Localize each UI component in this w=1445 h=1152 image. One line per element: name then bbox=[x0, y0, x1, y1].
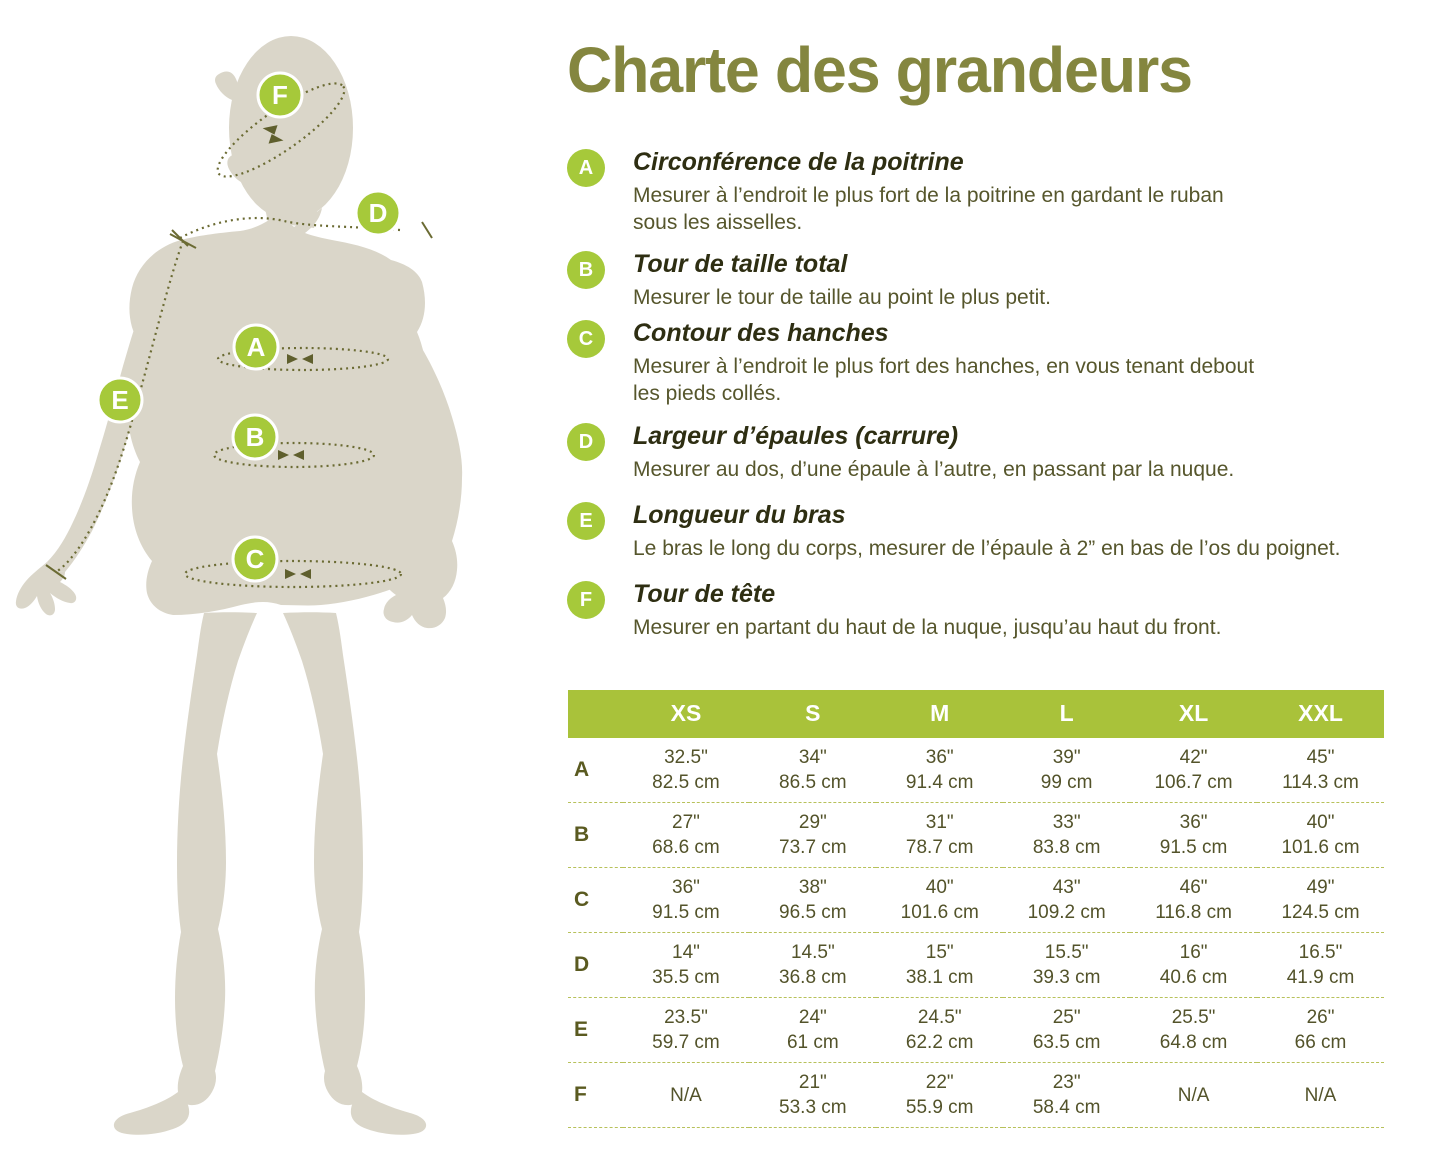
svg-text:D: D bbox=[369, 198, 388, 228]
svg-text:B: B bbox=[246, 422, 265, 452]
svg-text:E: E bbox=[111, 385, 128, 415]
svg-text:C: C bbox=[246, 544, 265, 574]
svg-text:A: A bbox=[247, 332, 266, 362]
svg-text:F: F bbox=[272, 80, 288, 110]
